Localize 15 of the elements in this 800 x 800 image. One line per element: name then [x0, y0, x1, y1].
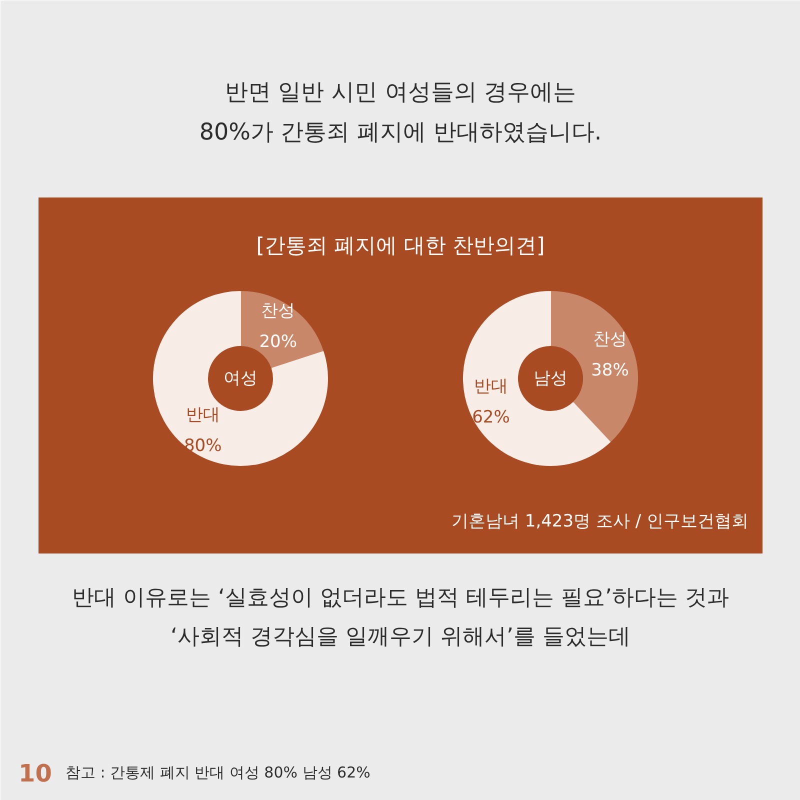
data-label: 38%	[591, 360, 629, 380]
slice-label: 찬성	[261, 301, 296, 322]
text: 반대 이유로는 ‘실효성이 없더라도 법적 테두리는 필요’하다는 것과 ‘사회적 경각심을 일깨우기 위해서’를 들었는데	[72, 586, 729, 650]
text: 반면 일반 시민 여성들의 경우에는 80%가 간통죄 폐지에 반대하였습니다.	[199, 79, 602, 146]
text: 참고 : 간통제 폐지 반대 여성 80% 남성 62%	[66, 764, 370, 782]
slice-label: 반대	[474, 376, 508, 397]
text: 남성	[534, 368, 568, 388]
slice-label: 찬성	[593, 329, 628, 350]
text: [간통죄 폐지에 대한 찬반의견]	[256, 234, 545, 258]
text: 기혼남녀 1,423명 조사 / 인구보건협회	[451, 512, 749, 532]
data-label: 62%	[472, 408, 510, 428]
slice-label: 반대	[186, 404, 220, 425]
text: 10	[18, 760, 52, 788]
text: 여성	[224, 368, 258, 388]
data-label: 20%	[259, 332, 298, 352]
